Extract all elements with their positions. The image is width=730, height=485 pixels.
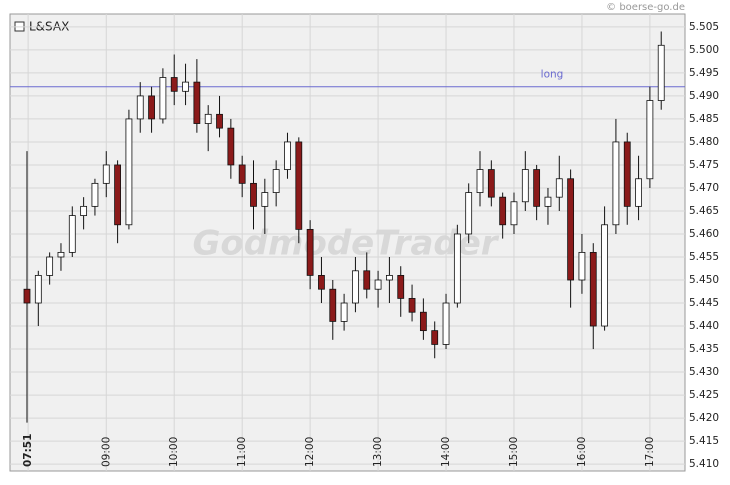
candle-body xyxy=(34,275,42,304)
candle-body xyxy=(453,233,461,304)
x-tick-label: 10:00 xyxy=(168,437,180,467)
candle-body xyxy=(125,118,133,226)
candle-body xyxy=(487,169,495,198)
y-tick-label: 5.500 xyxy=(689,44,719,56)
candle-body xyxy=(555,178,563,198)
x-tick-label: 11:00 xyxy=(236,437,248,467)
y-tick-label: 5.445 xyxy=(689,297,719,309)
candle-body xyxy=(352,270,359,304)
candle-body xyxy=(295,141,303,230)
candle-body xyxy=(238,164,246,184)
candle-body xyxy=(182,81,189,92)
y-tick-label: 5.425 xyxy=(689,389,719,401)
candle-body xyxy=(80,205,88,216)
x-tick-label: 09:00 xyxy=(100,437,112,467)
candle-body xyxy=(521,169,529,203)
y-tick-label: 5.465 xyxy=(689,205,719,217)
candle-body xyxy=(533,169,541,207)
candle-body xyxy=(193,81,201,124)
candle-body xyxy=(374,279,382,290)
y-tick-label: 5.435 xyxy=(689,343,719,355)
candle-body xyxy=(657,44,665,101)
candle-body xyxy=(227,127,235,166)
x-tick-label: 13:00 xyxy=(372,437,384,467)
candle-body xyxy=(623,141,631,207)
candle-body xyxy=(46,256,54,276)
candle-body xyxy=(114,164,121,226)
candle-body xyxy=(136,95,144,120)
candle-body xyxy=(23,288,31,304)
candle-body xyxy=(306,228,314,276)
credit: © boerse-go.de xyxy=(606,2,685,13)
candle-body xyxy=(578,251,586,281)
candle-body xyxy=(397,275,405,299)
candle-body xyxy=(635,178,642,207)
candle-body xyxy=(102,164,110,184)
candle-body xyxy=(476,169,484,193)
y-tick-label: 5.415 xyxy=(689,435,719,447)
y-tick-label: 5.460 xyxy=(689,228,719,240)
candle-body xyxy=(57,251,65,258)
candle-body xyxy=(261,192,269,207)
x-tick-label: 14:00 xyxy=(440,437,452,467)
candle-body xyxy=(159,77,167,120)
candle-body xyxy=(419,311,427,332)
candle-body xyxy=(318,275,325,290)
candle-body xyxy=(589,251,597,327)
y-tick-label: 5.480 xyxy=(689,136,719,148)
candle-body xyxy=(363,270,371,290)
candle-body xyxy=(91,182,99,207)
y-tick-label: 5.470 xyxy=(689,182,719,194)
candle-body xyxy=(216,113,223,129)
candle-body xyxy=(465,192,473,235)
y-tick-label: 5.505 xyxy=(689,21,719,33)
watermark: GodmodeTrader xyxy=(192,224,499,264)
y-tick-label: 5.495 xyxy=(689,67,719,79)
x-tick-label: 12:00 xyxy=(304,437,316,467)
candle-body xyxy=(408,298,416,313)
y-tick-label: 5.410 xyxy=(689,458,719,470)
candle-body xyxy=(340,302,348,322)
y-tick-label: 5.455 xyxy=(689,251,719,263)
y-tick-label: 5.430 xyxy=(689,366,719,378)
y-tick-label: 5.475 xyxy=(689,159,719,171)
candle-body xyxy=(431,330,439,345)
candle-body xyxy=(567,178,575,281)
y-tick-label: 5.440 xyxy=(689,320,719,332)
y-tick-label: 5.490 xyxy=(689,90,719,102)
candle-body xyxy=(329,288,337,322)
x-tick-label: 17:00 xyxy=(644,437,656,467)
y-tick-label: 5.450 xyxy=(689,274,719,286)
candle-body xyxy=(386,275,393,281)
reference-label: long xyxy=(541,69,564,81)
x-tick-label: 16:00 xyxy=(576,437,588,467)
x-tick-label: 15:00 xyxy=(508,437,520,467)
candle-body xyxy=(544,196,552,207)
candle-body xyxy=(170,77,178,92)
candle-body xyxy=(148,95,155,120)
candle-body xyxy=(250,182,257,207)
candle-body xyxy=(499,196,507,226)
y-tick-label: 5.485 xyxy=(689,113,719,125)
candle-body xyxy=(284,141,291,170)
candle-body xyxy=(272,169,280,193)
candle-body xyxy=(646,100,654,180)
candle-body xyxy=(510,201,518,226)
x-tick-label: 07:51 xyxy=(22,434,34,467)
candle-body xyxy=(612,141,620,226)
candle-body xyxy=(204,113,212,124)
candle-body xyxy=(442,302,450,345)
y-tick-label: 5.420 xyxy=(689,412,719,424)
candle-body xyxy=(601,224,608,327)
candle-body xyxy=(68,215,76,253)
